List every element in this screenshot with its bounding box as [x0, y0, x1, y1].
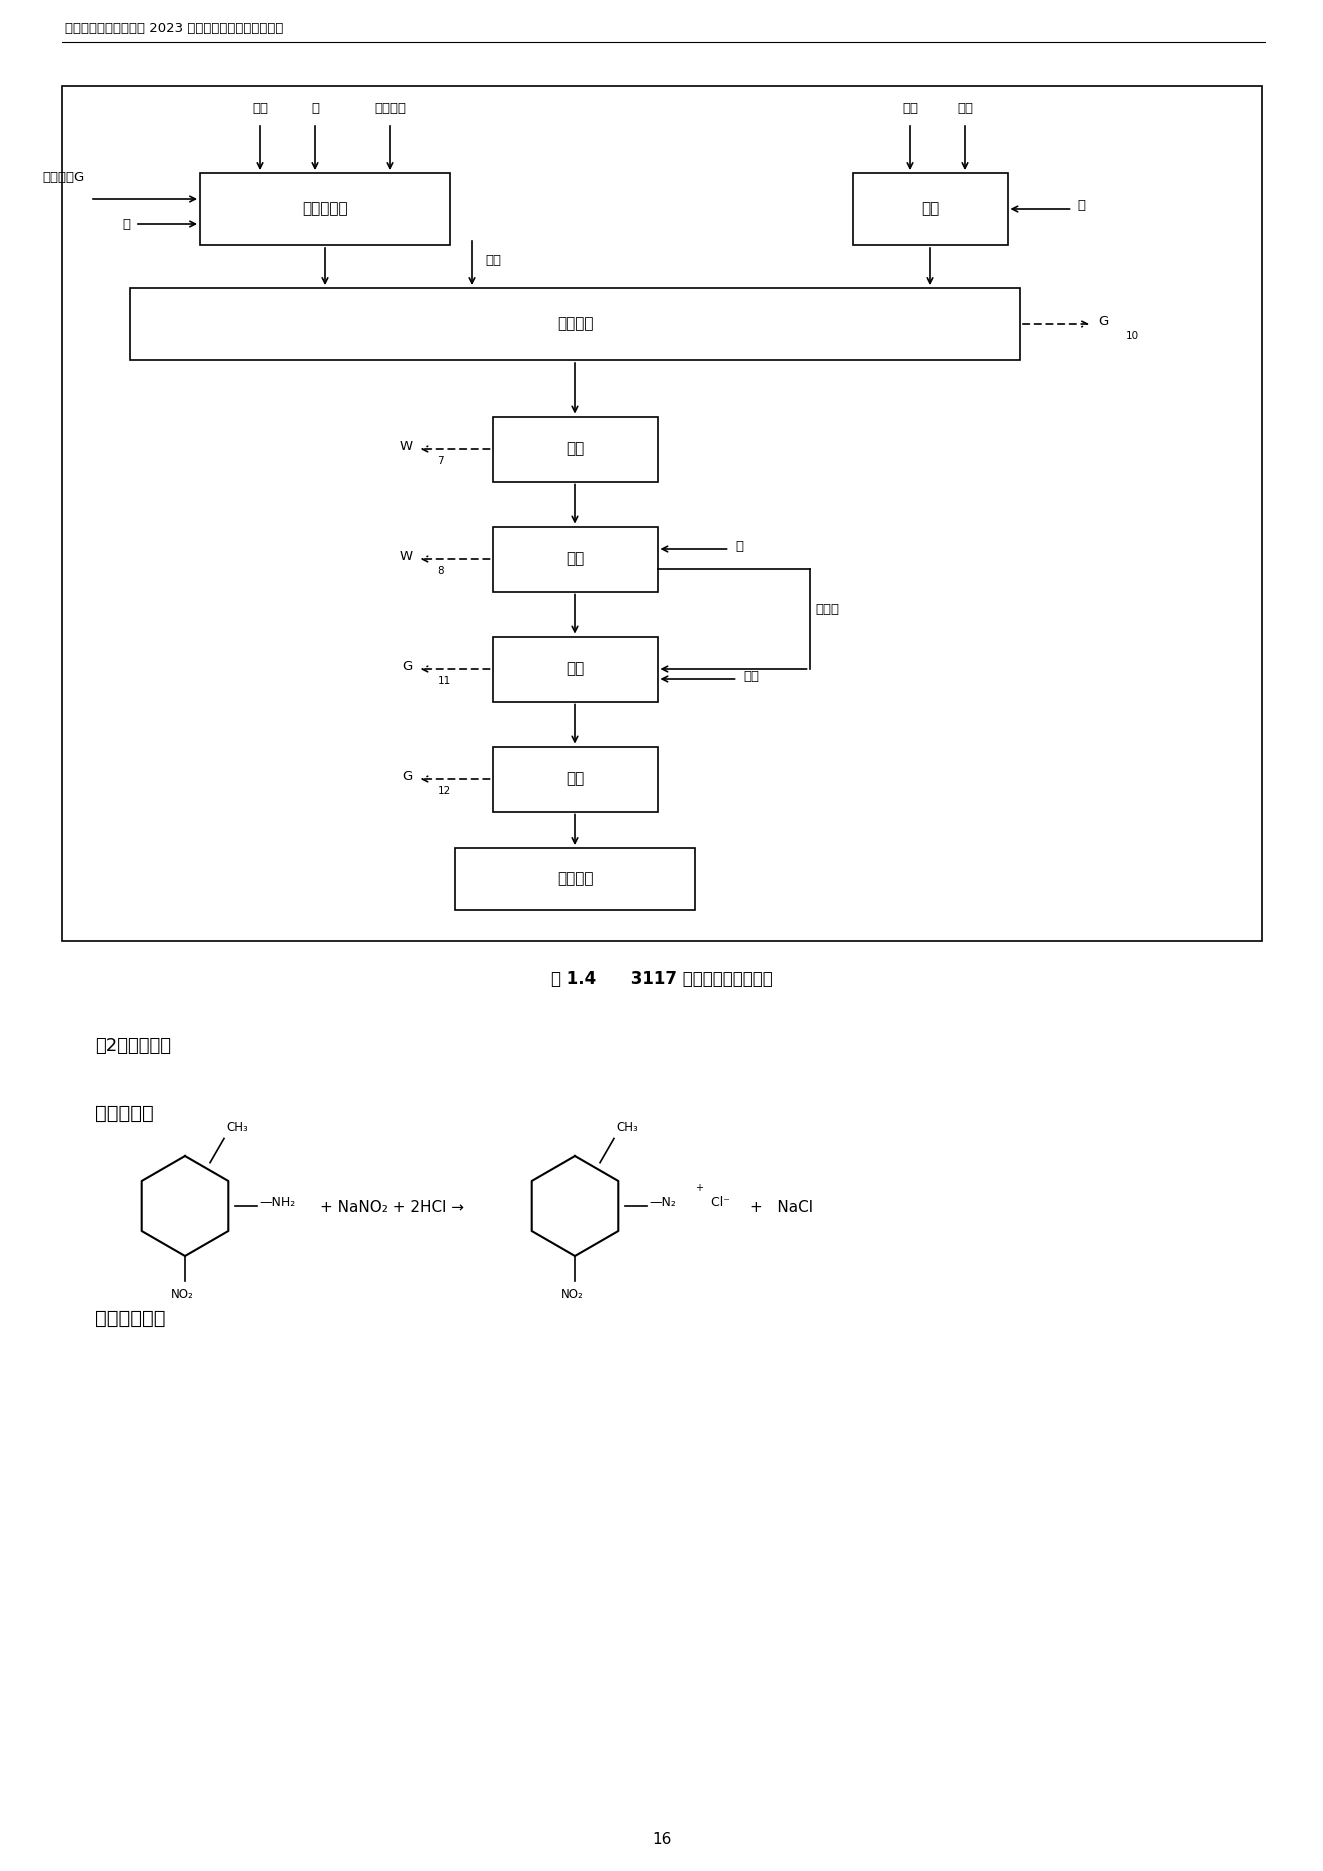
- Text: 亚硝酸钠: 亚硝酸钠: [374, 103, 406, 114]
- Text: 烘干: 烘干: [566, 662, 585, 677]
- Bar: [852, 172, 1008, 245]
- Text: 大红色基G: 大红色基G: [42, 170, 85, 183]
- Text: —N₂: —N₂: [650, 1196, 676, 1209]
- Text: 图 1.4      3117 亮红生产工艺流程图: 图 1.4 3117 亮红生产工艺流程图: [552, 969, 773, 988]
- Text: 8: 8: [438, 567, 445, 576]
- Text: 12: 12: [438, 786, 451, 795]
- Text: G: G: [402, 659, 413, 672]
- Text: +: +: [695, 1182, 703, 1194]
- Bar: [492, 747, 658, 812]
- Text: CH₃: CH₃: [617, 1121, 638, 1134]
- Text: —NH₂: —NH₂: [259, 1196, 295, 1209]
- Text: 重氮化反应: 重氮化反应: [95, 1104, 153, 1123]
- Bar: [492, 417, 658, 481]
- Text: G: G: [402, 769, 413, 782]
- Text: CH₃: CH₃: [226, 1121, 247, 1134]
- Bar: [492, 526, 658, 591]
- Text: 重氮化反应: 重氮化反应: [302, 202, 348, 217]
- Text: 偶合组分溶解: 偶合组分溶解: [95, 1308, 165, 1328]
- Text: + NaNO₂ + 2HCl →: + NaNO₂ + 2HCl →: [320, 1201, 464, 1216]
- Text: W: W: [400, 440, 413, 453]
- Text: 片碱: 片碱: [957, 103, 972, 114]
- Text: 冰: 冰: [122, 217, 130, 230]
- Text: 压滤: 压滤: [566, 442, 585, 457]
- Text: 拼混成品: 拼混成品: [557, 872, 593, 887]
- Bar: [130, 288, 1020, 359]
- Text: 水: 水: [736, 539, 744, 552]
- Bar: [200, 172, 450, 245]
- Text: W: W: [400, 550, 413, 563]
- Text: 宇虹颜料股份有限公司 2023 年度温室气体排放核查报告: 宇虹颜料股份有限公司 2023 年度温室气体排放核查报告: [65, 22, 283, 36]
- Text: Cl⁻: Cl⁻: [706, 1196, 730, 1209]
- Text: 溶解: 溶解: [921, 202, 939, 217]
- Text: 偶合反应: 偶合反应: [557, 316, 593, 331]
- Text: 10: 10: [1126, 331, 1139, 341]
- Bar: [492, 636, 658, 702]
- Text: G: G: [1098, 314, 1109, 327]
- Text: 蒸汽: 蒸汽: [486, 253, 501, 266]
- Text: 水洗: 水洗: [566, 552, 585, 567]
- Bar: [455, 848, 695, 909]
- Text: 水: 水: [1077, 198, 1085, 211]
- Text: 盐酸: 盐酸: [251, 103, 269, 114]
- Text: 16: 16: [652, 1832, 671, 1847]
- Text: NO₂: NO₂: [561, 1287, 583, 1300]
- Text: +   NaCl: + NaCl: [750, 1201, 814, 1216]
- Text: 回收水: 回收水: [815, 602, 840, 616]
- Text: （2）反应原理: （2）反应原理: [95, 1037, 171, 1055]
- Text: 蒸汽: 蒸汽: [744, 670, 759, 683]
- Text: 粉碎: 粉碎: [566, 771, 585, 786]
- Text: 色酚: 色酚: [902, 103, 918, 114]
- Bar: [62, 86, 1262, 941]
- Text: 11: 11: [438, 675, 451, 687]
- Text: 7: 7: [438, 457, 445, 466]
- Text: 水: 水: [311, 103, 319, 114]
- Text: NO₂: NO₂: [171, 1287, 193, 1300]
